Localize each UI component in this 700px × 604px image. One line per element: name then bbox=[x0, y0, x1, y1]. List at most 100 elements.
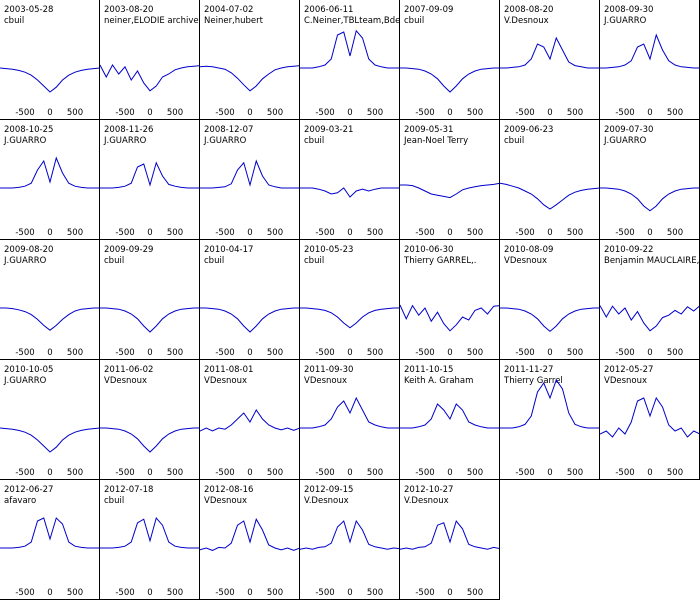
panel-observer: cbuil bbox=[304, 256, 324, 266]
x-tick-label: -500 bbox=[415, 108, 434, 118]
spectrum-line bbox=[100, 427, 200, 453]
x-tick-label: 500 bbox=[467, 108, 483, 118]
x-tick-label: -500 bbox=[15, 468, 34, 478]
x-tick-label: -500 bbox=[515, 348, 534, 358]
panel-observer: V.Desnoux bbox=[504, 16, 549, 26]
x-tick-label: 500 bbox=[67, 468, 83, 478]
panel-date: 2012-07-18 bbox=[104, 485, 153, 495]
x-tick-label: 0 bbox=[347, 348, 352, 358]
x-tick-label: 0 bbox=[647, 228, 652, 238]
x-tick-label: -500 bbox=[215, 228, 234, 238]
spectrum-line bbox=[400, 519, 500, 550]
x-tick-label: 500 bbox=[267, 348, 283, 358]
x-tick-label: 0 bbox=[147, 348, 152, 358]
x-tick-label: 500 bbox=[667, 348, 683, 358]
spectrum-panel: 2009-08-20J.GUARRO -500 0 500 bbox=[0, 240, 100, 360]
x-tick-label: 0 bbox=[347, 468, 352, 478]
x-tick-label: -500 bbox=[415, 228, 434, 238]
x-tick-label: -500 bbox=[115, 348, 134, 358]
x-tick-label: 0 bbox=[447, 468, 452, 478]
x-tick-label: 0 bbox=[147, 468, 152, 478]
panel-observer: J.GUARRO bbox=[603, 136, 647, 146]
panel-date: 2009-03-21 bbox=[304, 125, 353, 135]
panel-date: 2003-05-28 bbox=[4, 5, 53, 15]
x-tick-label: 500 bbox=[467, 588, 483, 598]
panel-date: 2003-08-20 bbox=[104, 5, 153, 15]
x-tick-label: -500 bbox=[115, 108, 134, 118]
panel-observer: Benjamin MAUCLAIRE, bbox=[604, 256, 699, 266]
x-tick-label: -500 bbox=[315, 108, 334, 118]
panel-date: 2009-08-20 bbox=[4, 245, 53, 255]
panel-observer: cbuil bbox=[104, 496, 124, 506]
panel-observer: VDesnoux bbox=[604, 376, 647, 386]
spectrum-line bbox=[600, 396, 700, 438]
panel-observer: cbuil bbox=[204, 256, 224, 266]
spectrum-line bbox=[400, 182, 500, 199]
x-tick-label: 0 bbox=[447, 348, 452, 358]
x-tick-label: -500 bbox=[215, 348, 234, 358]
panel-date: 2006-06-11 bbox=[304, 5, 353, 15]
panel-observer: cbuil bbox=[4, 16, 24, 26]
spectrum-line bbox=[300, 29, 400, 69]
panel-observer: neiner,ELODIE archive, bbox=[104, 16, 201, 26]
panel-date: 2004-07-02 bbox=[204, 5, 253, 15]
spectrum-line bbox=[0, 307, 100, 331]
x-tick-label: 500 bbox=[67, 348, 83, 358]
x-tick-label: 500 bbox=[167, 228, 183, 238]
panel-observer: VDesnoux bbox=[204, 496, 247, 506]
x-tick-label: 0 bbox=[47, 468, 52, 478]
spectrum-line bbox=[100, 64, 200, 92]
x-tick-label: 0 bbox=[247, 108, 252, 118]
spectrum-line bbox=[0, 67, 100, 93]
x-tick-label: 0 bbox=[147, 228, 152, 238]
panel-observer: J.GUARRO bbox=[603, 16, 647, 26]
panel-date: 2009-07-30 bbox=[604, 125, 653, 135]
panel-observer: VDesnoux bbox=[104, 376, 147, 386]
panel-observer: cbuil bbox=[504, 136, 524, 146]
x-tick-label: 0 bbox=[547, 108, 552, 118]
panel-observer: J.GUARRO bbox=[3, 376, 47, 386]
panel-date: 2012-09-15 bbox=[304, 485, 353, 495]
x-tick-label: -500 bbox=[315, 348, 334, 358]
panel-observer: VDesnoux bbox=[204, 376, 247, 386]
spectrum-panel: 2010-10-05J.GUARRO -500 0 500 bbox=[0, 360, 100, 480]
x-tick-label: 0 bbox=[647, 348, 652, 358]
panel-observer: afavaro bbox=[4, 496, 36, 506]
spectrum-line bbox=[600, 187, 700, 212]
x-tick-label: -500 bbox=[615, 108, 634, 118]
x-tick-label: 0 bbox=[547, 468, 552, 478]
panel-observer: cbuil bbox=[304, 136, 324, 146]
x-tick-label: -500 bbox=[15, 348, 34, 358]
x-tick-label: 500 bbox=[567, 108, 583, 118]
panel-observer: J.GUARRO bbox=[3, 136, 47, 146]
x-tick-label: 500 bbox=[167, 348, 183, 358]
x-tick-label: 0 bbox=[547, 348, 552, 358]
panel-date: 2010-08-09 bbox=[504, 245, 553, 255]
x-tick-label: 0 bbox=[247, 228, 252, 238]
x-tick-label: -500 bbox=[615, 348, 634, 358]
panel-observer: J.GUARRO bbox=[3, 256, 47, 266]
x-tick-label: 500 bbox=[667, 108, 683, 118]
panel-date: 2011-08-01 bbox=[204, 365, 253, 375]
x-tick-label: 0 bbox=[47, 228, 52, 238]
x-tick-label: 500 bbox=[367, 108, 383, 118]
x-tick-label: 500 bbox=[67, 588, 83, 598]
panel-observer: Keith A. Graham bbox=[404, 376, 473, 386]
x-tick-label: -500 bbox=[515, 228, 534, 238]
spectrum-line bbox=[600, 33, 700, 69]
panel-date: 2009-06-23 bbox=[504, 125, 553, 135]
panel-observer: J.GUARRO bbox=[203, 136, 247, 146]
x-tick-label: -500 bbox=[115, 588, 134, 598]
spectrum-line bbox=[0, 427, 100, 453]
x-tick-label: -500 bbox=[615, 468, 634, 478]
